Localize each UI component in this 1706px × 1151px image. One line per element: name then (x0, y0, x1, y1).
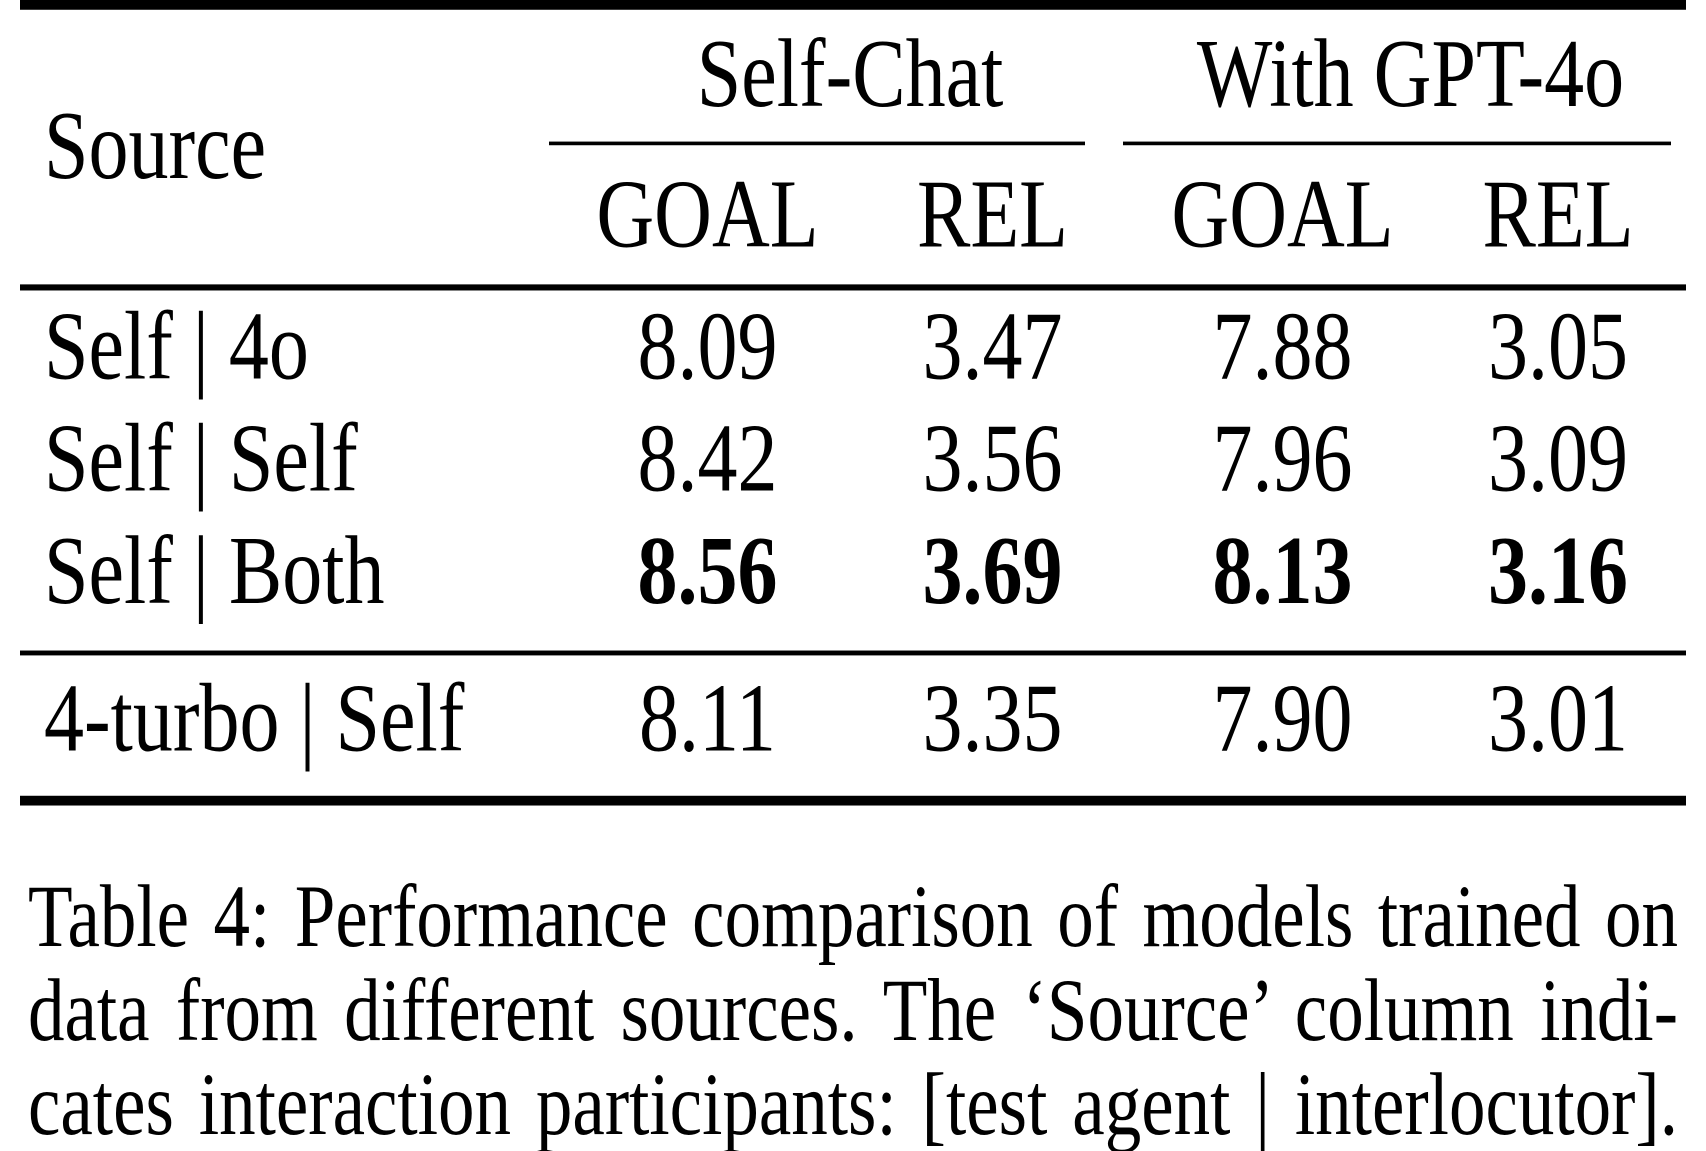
group-header-self-chat: Self-Chat (549, 5, 1135, 146)
table-row: 4-turbo | Self 8.11 3.35 7.90 3.01 (20, 650, 1687, 801)
row-source: Self | Self (44, 405, 358, 513)
row-source: 4-turbo | Self (20, 650, 565, 801)
cell-value: 7.88 (1212, 292, 1353, 401)
table-row: Self | Self 8.42 3.56 7.96 3.09 (20, 403, 1686, 515)
caption-line: cates interaction participants: [test ag… (28, 1054, 1678, 1151)
cell-value: 8.11 (565, 650, 850, 801)
col-header-goal-gpt4o: GOAL (1135, 145, 1431, 291)
cell-value-bold: 8.13 (1212, 517, 1353, 625)
table-row: Self | 4o 8.09 3.47 7.88 3.05 (20, 287, 1686, 402)
cmidrule-self-chat (549, 141, 1086, 146)
group-label-self-chat: Self-Chat (696, 20, 1004, 129)
cell-value-bold: 3.16 (1488, 517, 1629, 625)
cell-value: 3.47 (922, 292, 1063, 401)
group-label-with-gpt4o: With GPT-4o (1196, 20, 1625, 129)
table-row-best: Self | Both 8.56 3.69 8.13 3.16 (20, 515, 1686, 653)
table-body: Self | 4o 8.09 3.47 7.88 3.05 Self | Sel… (20, 287, 1687, 801)
col-header-goal-selfchat: GOAL (565, 145, 850, 291)
caption-line: data from different sources. The ‘Source… (28, 960, 1678, 1060)
row-source: Self | Both (44, 517, 385, 625)
cell-value: 3.35 (850, 650, 1136, 801)
cell-value: 3.05 (1488, 292, 1629, 401)
col-header-rel-gpt4o: REL (1430, 145, 1687, 291)
col-header-rel-selfchat: REL (850, 145, 1136, 291)
results-table: Source Self-Chat With GPT-4o GOAL REL GO… (20, 0, 1687, 806)
cell-value: 3.01 (1430, 650, 1687, 801)
cmidrule-with-gpt4o (1123, 141, 1672, 146)
sub-header-row: GOAL REL GOAL REL (20, 145, 1687, 291)
group-header-with-gpt4o: With GPT-4o (1123, 5, 1686, 146)
table-header: Source Self-Chat With GPT-4o GOAL REL GO… (20, 4, 1687, 291)
row-source: Self | 4o (44, 292, 309, 401)
cell-value: 8.42 (637, 405, 778, 513)
source-column-header: Source (20, 4, 565, 291)
cell-value-bold: 8.56 (637, 517, 778, 625)
cell-value-bold: 3.69 (922, 517, 1063, 625)
cell-value: 7.96 (1212, 405, 1353, 513)
cell-value: 3.56 (922, 405, 1063, 513)
table-caption: Table 4: Performance comparison of model… (28, 869, 1678, 1151)
cell-value: 8.09 (637, 292, 778, 401)
cell-value: 3.09 (1488, 405, 1629, 513)
caption-line: Table 4: Performance comparison of model… (28, 866, 1678, 966)
group-header-row: Source Self-Chat With GPT-4o (20, 4, 1686, 291)
cell-value: 7.90 (1135, 650, 1431, 801)
